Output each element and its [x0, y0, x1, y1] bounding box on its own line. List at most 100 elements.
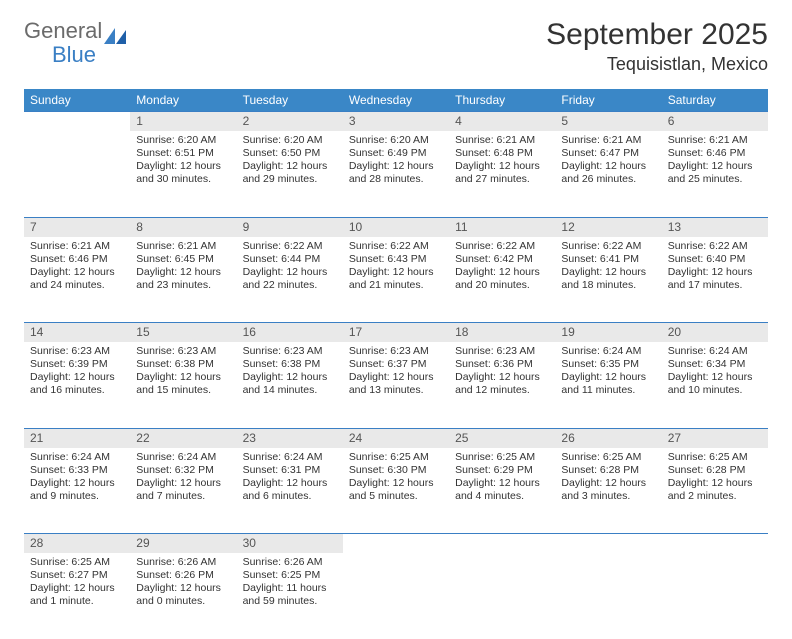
- daylight-line: Daylight: 11 hours and 59 minutes.: [243, 582, 337, 608]
- logo-text-general: General: [24, 18, 102, 44]
- calendar-table: SundayMondayTuesdayWednesdayThursdayFrid…: [24, 89, 768, 639]
- day-info-cell: [555, 553, 661, 639]
- day-number-cell: 21: [24, 428, 130, 448]
- sunset-line: Sunset: 6:39 PM: [30, 358, 124, 371]
- day-info-cell: Sunrise: 6:24 AMSunset: 6:35 PMDaylight:…: [555, 342, 661, 428]
- sunset-line: Sunset: 6:37 PM: [349, 358, 443, 371]
- sunrise-line: Sunrise: 6:24 AM: [561, 345, 655, 358]
- daylight-line: Daylight: 12 hours and 7 minutes.: [136, 477, 230, 503]
- day-info-cell: Sunrise: 6:24 AMSunset: 6:34 PMDaylight:…: [662, 342, 768, 428]
- daylight-line: Daylight: 12 hours and 4 minutes.: [455, 477, 549, 503]
- sunset-line: Sunset: 6:47 PM: [561, 147, 655, 160]
- sunset-line: Sunset: 6:43 PM: [349, 253, 443, 266]
- sunset-line: Sunset: 6:28 PM: [668, 464, 762, 477]
- day-number-cell: 17: [343, 323, 449, 343]
- sunrise-line: Sunrise: 6:24 AM: [30, 451, 124, 464]
- daylight-line: Daylight: 12 hours and 3 minutes.: [561, 477, 655, 503]
- day-info-row: Sunrise: 6:24 AMSunset: 6:33 PM Daylight:…: [24, 448, 768, 534]
- sunrise-line: Sunrise: 6:21 AM: [136, 240, 230, 253]
- day-number-cell: 3: [343, 112, 449, 132]
- sunrise-line: Sunrise: 6:25 AM: [349, 451, 443, 464]
- day-info-cell: Sunrise: 6:21 AMSunset: 6:46 PMDaylight:…: [662, 131, 768, 217]
- daylight-line: Daylight: 12 hours and 28 minutes.: [349, 160, 443, 186]
- day-info-cell: Sunrise: 6:24 AMSunset: 6:31 PMDaylight:…: [237, 448, 343, 534]
- day-number-cell: 20: [662, 323, 768, 343]
- day-number-cell: 7: [24, 217, 130, 237]
- day-info-cell: Sunrise: 6:20 AMSunset: 6:49 PMDaylight:…: [343, 131, 449, 217]
- location: Tequisistlan, Mexico: [546, 54, 768, 75]
- sunset-line: Sunset: 6:46 PM: [668, 147, 762, 160]
- day-info-cell: Sunrise: 6:22 AMSunset: 6:43 PMDaylight:…: [343, 237, 449, 323]
- sunset-line: Sunset: 6:45 PM: [136, 253, 230, 266]
- daylight-line: Daylight: 12 hours and 10 minutes.: [668, 371, 762, 397]
- day-info-cell: Sunrise: 6:20 AMSunset: 6:51 PMDaylight:…: [130, 131, 236, 217]
- daylight-line: Daylight: 12 hours and 18 minutes.: [561, 266, 655, 292]
- day-info-cell: [343, 553, 449, 639]
- day-number-row: 282930: [24, 534, 768, 554]
- sunrise-line: Sunrise: 6:23 AM: [349, 345, 443, 358]
- sunset-line: Sunset: 6:34 PM: [668, 358, 762, 371]
- day-info-cell: Sunrise: 6:22 AMSunset: 6:44 PMDaylight:…: [237, 237, 343, 323]
- day-number-cell: 27: [662, 428, 768, 448]
- day-number-cell: [662, 534, 768, 554]
- day-number-cell: [343, 534, 449, 554]
- daylight-line: Daylight: 12 hours and 5 minutes.: [349, 477, 443, 503]
- day-number-cell: 4: [449, 112, 555, 132]
- daylight-line: Daylight: 12 hours and 17 minutes.: [668, 266, 762, 292]
- day-number-cell: 5: [555, 112, 661, 132]
- day-info-cell: Sunrise: 6:21 AMSunset: 6:46 PMDaylight:…: [24, 237, 130, 323]
- sunrise-line: Sunrise: 6:21 AM: [30, 240, 124, 253]
- day-info-cell: Sunrise: 6:25 AMSunset: 6:28 PMDaylight:…: [662, 448, 768, 534]
- day-info-cell: Sunrise: 6:24 AMSunset: 6:32 PMDaylight:…: [130, 448, 236, 534]
- day-number-cell: 13: [662, 217, 768, 237]
- day-number-cell: [24, 112, 130, 132]
- sunrise-line: Sunrise: 6:23 AM: [243, 345, 337, 358]
- day-info-cell: Sunrise: 6:25 AMSunset: 6:29 PMDaylight:…: [449, 448, 555, 534]
- daylight-line: Daylight: 12 hours and 0 minutes.: [136, 582, 230, 608]
- sunset-line: Sunset: 6:38 PM: [136, 358, 230, 371]
- day-info-cell: Sunrise: 6:22 AMSunset: 6:40 PMDaylight:…: [662, 237, 768, 323]
- day-info-cell: Sunrise: 6:24 AMSunset: 6:33 PMDaylight:…: [24, 448, 130, 534]
- day-number-cell: 11: [449, 217, 555, 237]
- sunset-line: Sunset: 6:42 PM: [455, 253, 549, 266]
- daylight-line: Daylight: 12 hours and 30 minutes.: [136, 160, 230, 186]
- day-info-cell: [24, 131, 130, 217]
- day-number-cell: 18: [449, 323, 555, 343]
- dow-header: Tuesday: [237, 89, 343, 112]
- sunset-line: Sunset: 6:46 PM: [30, 253, 124, 266]
- sunset-line: Sunset: 6:33 PM: [30, 464, 124, 477]
- day-info-row: Sunrise: 6:25 AMSunset: 6:27 PMDaylight:…: [24, 553, 768, 639]
- day-number-cell: 10: [343, 217, 449, 237]
- day-number-cell: [555, 534, 661, 554]
- day-info-cell: Sunrise: 6:25 AMSunset: 6:28 PMDaylight:…: [555, 448, 661, 534]
- sunset-line: Sunset: 6:32 PM: [136, 464, 230, 477]
- day-info-cell: Sunrise: 6:23 AMSunset: 6:38 PMDaylight:…: [130, 342, 236, 428]
- day-number-cell: 30: [237, 534, 343, 554]
- header: GeneralBlue September 2025 Tequisistlan,…: [24, 18, 768, 75]
- sunset-line: Sunset: 6:25 PM: [243, 569, 337, 582]
- day-number-cell: 28: [24, 534, 130, 554]
- daylight-line: Daylight: 12 hours and 16 minutes.: [30, 371, 124, 397]
- sunrise-line: Sunrise: 6:23 AM: [30, 345, 124, 358]
- sunrise-line: Sunrise: 6:20 AM: [136, 134, 230, 147]
- day-info-cell: Sunrise: 6:25 AMSunset: 6:27 PMDaylight:…: [24, 553, 130, 639]
- title-block: September 2025 Tequisistlan, Mexico: [546, 18, 768, 75]
- daylight-line: Daylight: 12 hours and 1 minute.: [30, 582, 124, 608]
- day-number-cell: 12: [555, 217, 661, 237]
- day-number-cell: 8: [130, 217, 236, 237]
- day-info-cell: Sunrise: 6:22 AMSunset: 6:42 PMDaylight:…: [449, 237, 555, 323]
- logo: GeneralBlue: [24, 18, 126, 68]
- day-number-cell: 26: [555, 428, 661, 448]
- day-info-cell: Sunrise: 6:21 AMSunset: 6:48 PMDaylight:…: [449, 131, 555, 217]
- sunset-line: Sunset: 6:44 PM: [243, 253, 337, 266]
- daylight-line: Daylight: 12 hours and 15 minutes.: [136, 371, 230, 397]
- sunset-line: Sunset: 6:48 PM: [455, 147, 549, 160]
- daylight-line: Daylight: 12 hours and 27 minutes.: [455, 160, 549, 186]
- dow-header: Sunday: [24, 89, 130, 112]
- day-number-cell: 23: [237, 428, 343, 448]
- sunset-line: Sunset: 6:40 PM: [668, 253, 762, 266]
- day-number-cell: 15: [130, 323, 236, 343]
- daylight-line: Daylight: 12 hours and 11 minutes.: [561, 371, 655, 397]
- sunset-line: Sunset: 6:28 PM: [561, 464, 655, 477]
- day-info-cell: Sunrise: 6:23 AMSunset: 6:39 PMDaylight:…: [24, 342, 130, 428]
